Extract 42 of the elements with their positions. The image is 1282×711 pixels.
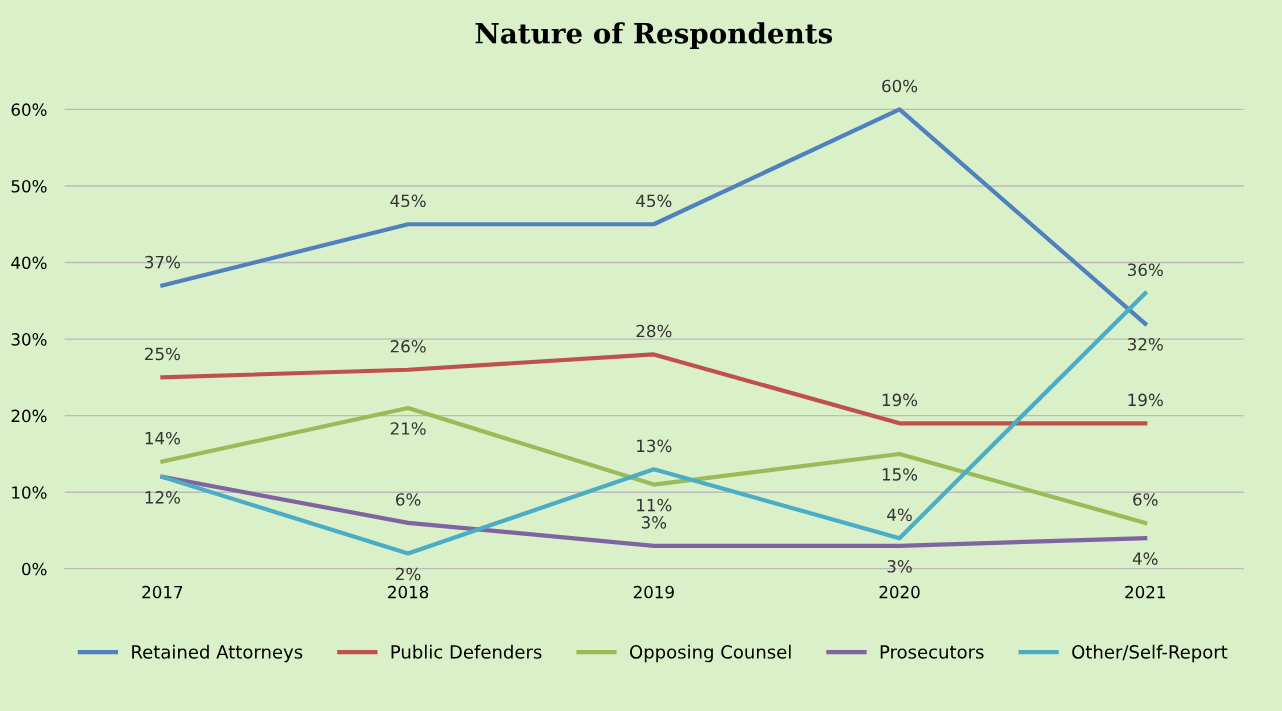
data-label: 45% <box>390 194 426 208</box>
legend-label: Retained Attorneys <box>132 644 303 663</box>
data-label: 32% <box>1128 337 1163 351</box>
data-label: 4% <box>887 508 912 522</box>
y-tick-label: 10% <box>12 486 47 499</box>
data-label: 6% <box>1133 493 1158 506</box>
legend-label: Other/Self-Report <box>1072 644 1228 663</box>
data-label: 6% <box>396 493 421 506</box>
y-tick-label: 60% <box>11 103 47 116</box>
y-tick-label: 50% <box>11 179 47 193</box>
data-label: 12% <box>145 491 180 504</box>
data-label: 37% <box>145 255 180 269</box>
y-tick-label: 40% <box>11 256 47 270</box>
y-tick-label: 0% <box>22 562 47 576</box>
data-label: 3% <box>641 516 667 529</box>
data-label: 13% <box>637 439 672 453</box>
data-label: 26% <box>390 340 426 353</box>
data-label: 36% <box>1128 263 1163 277</box>
legend-label: Prosecutors <box>880 645 984 659</box>
data-label: 60% <box>882 79 918 93</box>
x-tick-label: 2019 <box>633 585 674 599</box>
y-tick-label: 20% <box>11 409 47 423</box>
data-label: 15% <box>882 468 918 481</box>
data-label: 28% <box>636 324 672 338</box>
chart-title: Nature of Respondents <box>475 22 833 50</box>
data-label: 11% <box>637 498 672 512</box>
data-label: 45% <box>636 194 672 208</box>
data-label: 14% <box>145 431 180 445</box>
data-label: 4% <box>1132 552 1158 565</box>
legend-label: Opposing Counsel <box>630 644 791 663</box>
data-label: 25% <box>145 347 180 361</box>
y-tick-label: 30% <box>11 333 47 346</box>
x-tick-label: 2021 <box>1125 585 1165 599</box>
data-label: 2% <box>396 567 421 581</box>
x-tick-label: 2017 <box>142 585 183 599</box>
x-tick-label: 2020 <box>879 585 920 599</box>
data-label: 21% <box>390 422 426 435</box>
legend-label: Public Defenders <box>391 644 542 659</box>
data-label: 19% <box>1128 393 1163 407</box>
data-label: 19% <box>882 393 918 407</box>
data-label: 3% <box>887 560 912 573</box>
x-tick-label: 2018 <box>388 585 429 599</box>
